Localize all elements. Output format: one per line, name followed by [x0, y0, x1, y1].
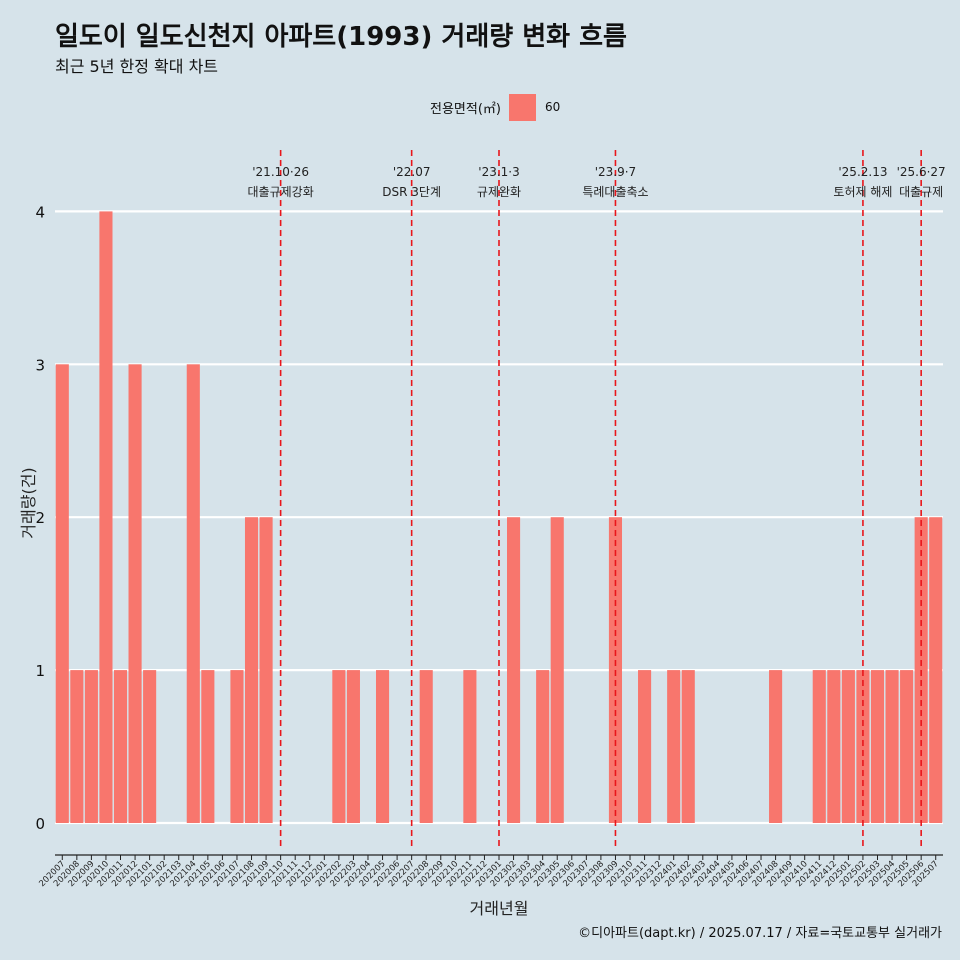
bar	[769, 670, 783, 823]
annotation-date: '22.07	[393, 165, 431, 179]
bar	[55, 364, 69, 823]
y-axis-title: 거래량(건)	[19, 467, 38, 538]
y-tick-label: 3	[35, 356, 45, 374]
legend-swatch	[508, 93, 536, 121]
bar	[186, 364, 200, 823]
y-tick-label: 0	[35, 815, 45, 833]
bar	[841, 670, 855, 823]
legend-label: 60	[544, 100, 561, 114]
annotation-label: 특례대출축소	[582, 185, 648, 199]
chart-title: 일도이 일도신천지 아파트(1993) 거래량 변화 흐름	[55, 22, 627, 52]
annotation-label: 대출규제강화	[248, 185, 314, 199]
bar	[113, 670, 128, 823]
bar	[375, 670, 390, 823]
bar	[885, 670, 899, 823]
bar	[856, 670, 870, 823]
bar	[507, 517, 521, 823]
bar	[84, 670, 98, 823]
bar	[681, 670, 695, 823]
bar	[827, 670, 841, 823]
bar	[667, 670, 681, 823]
annotation-date: '25.2.13	[838, 165, 887, 179]
bar	[900, 670, 914, 823]
annotation-date: '25.6·27	[897, 165, 946, 179]
bar	[259, 517, 273, 823]
annotation-date: '23.1·3	[478, 165, 519, 179]
bar	[463, 670, 477, 823]
annotation-date: '23.9·7	[595, 165, 636, 179]
annotation-label: 토허제 해제	[833, 185, 892, 199]
bar	[230, 670, 244, 823]
bar	[870, 670, 885, 823]
annotation-label: 규제완화	[477, 185, 521, 199]
bar	[201, 670, 215, 823]
annotation-label: 대출규제	[899, 185, 943, 199]
bar	[128, 364, 142, 823]
y-tick-label: 1	[35, 662, 45, 680]
bar	[419, 670, 433, 823]
bar	[244, 517, 259, 823]
source-caption: ©디아파트(dapt.kr) / 2025.07.17 / 자료=국토교통부 실…	[578, 926, 942, 941]
annotation-date: '21.10·26	[252, 165, 309, 179]
y-tick-label: 4	[35, 203, 45, 221]
legend: 전용면적(㎡) 60	[430, 93, 561, 121]
legend-title: 전용면적(㎡)	[430, 101, 501, 117]
y-tick-label: 2	[35, 509, 45, 527]
bar	[550, 517, 564, 823]
bar	[70, 670, 84, 823]
bar	[143, 670, 157, 823]
annotation-label: DSR 3단계	[382, 185, 441, 199]
bar	[812, 670, 826, 823]
bar	[638, 670, 652, 823]
bar	[99, 211, 113, 823]
chart-subtitle: 최근 5년 한정 확대 차트	[55, 57, 219, 76]
x-axis-title: 거래년월	[470, 899, 529, 918]
bar	[536, 670, 550, 823]
bar	[346, 670, 360, 823]
bar	[332, 670, 346, 823]
bar	[929, 517, 943, 823]
